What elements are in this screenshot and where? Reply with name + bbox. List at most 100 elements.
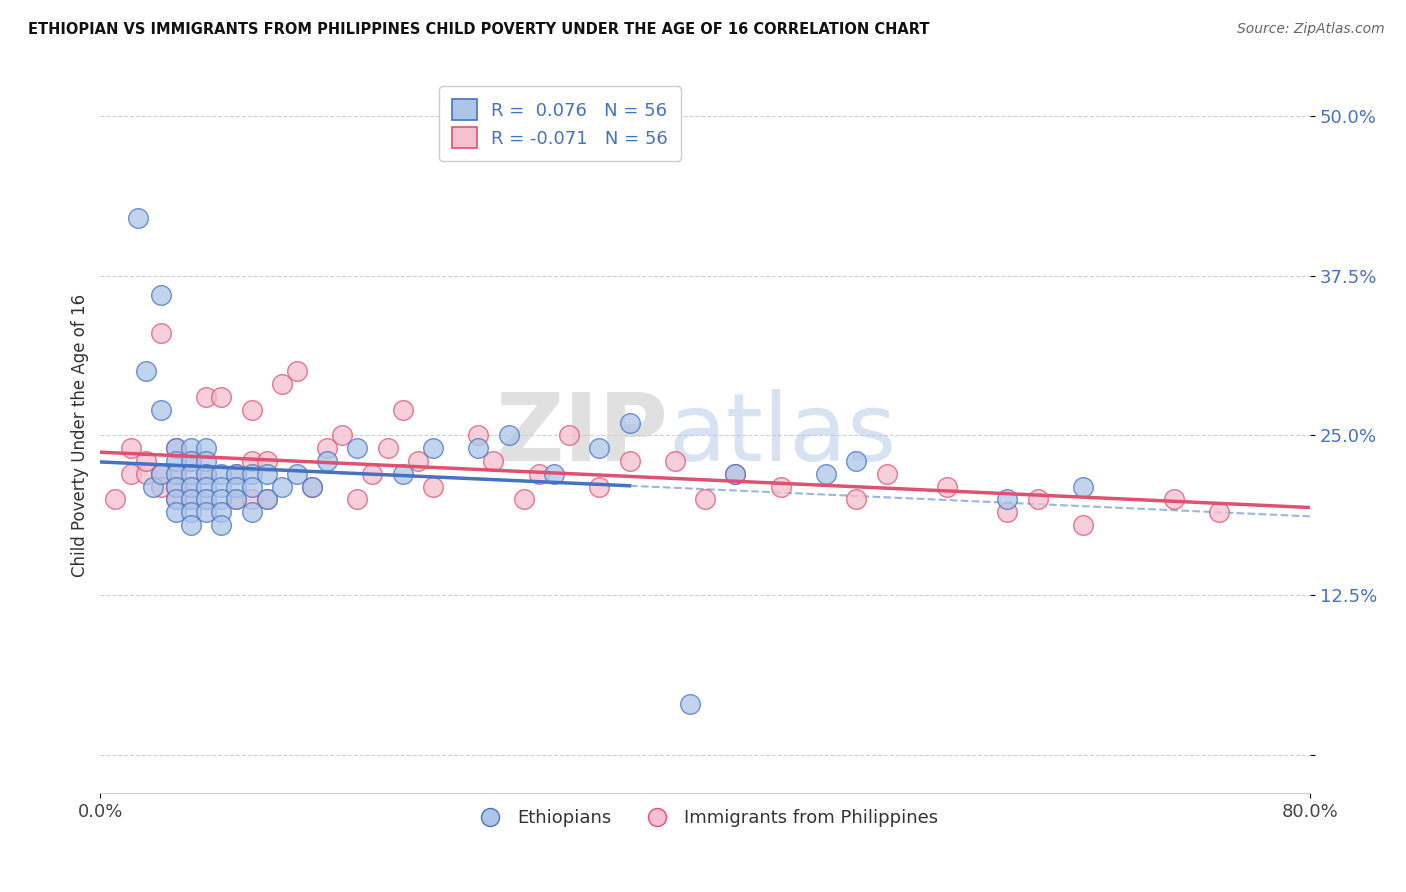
Point	[165, 454, 187, 468]
Point	[120, 441, 142, 455]
Point	[209, 390, 232, 404]
Point	[346, 441, 368, 455]
Point	[127, 211, 149, 225]
Point	[195, 441, 218, 455]
Point	[135, 364, 157, 378]
Point	[588, 479, 610, 493]
Point	[165, 441, 187, 455]
Point	[165, 441, 187, 455]
Point	[195, 492, 218, 507]
Point	[149, 479, 172, 493]
Point	[845, 492, 868, 507]
Point	[619, 454, 641, 468]
Point	[180, 441, 202, 455]
Point	[997, 492, 1019, 507]
Point	[724, 467, 747, 481]
Point	[180, 492, 202, 507]
Point	[527, 467, 550, 481]
Point	[225, 492, 247, 507]
Point	[225, 467, 247, 481]
Point	[195, 505, 218, 519]
Point	[195, 467, 218, 481]
Point	[240, 479, 263, 493]
Point	[180, 517, 202, 532]
Point	[316, 441, 339, 455]
Point	[180, 492, 202, 507]
Point	[693, 492, 716, 507]
Point	[256, 492, 278, 507]
Point	[165, 479, 187, 493]
Point	[256, 454, 278, 468]
Point	[165, 492, 187, 507]
Point	[180, 479, 202, 493]
Point	[724, 467, 747, 481]
Point	[391, 402, 413, 417]
Point	[845, 454, 868, 468]
Point	[240, 402, 263, 417]
Point	[195, 492, 218, 507]
Point	[619, 416, 641, 430]
Point	[876, 467, 898, 481]
Point	[149, 402, 172, 417]
Point	[256, 467, 278, 481]
Point	[270, 377, 292, 392]
Legend: Ethiopians, Immigrants from Philippines: Ethiopians, Immigrants from Philippines	[465, 802, 945, 834]
Point	[270, 479, 292, 493]
Point	[225, 479, 247, 493]
Point	[165, 479, 187, 493]
Point	[482, 454, 505, 468]
Text: ETHIOPIAN VS IMMIGRANTS FROM PHILIPPINES CHILD POVERTY UNDER THE AGE OF 16 CORRE: ETHIOPIAN VS IMMIGRANTS FROM PHILIPPINES…	[28, 22, 929, 37]
Point	[240, 505, 263, 519]
Text: Source: ZipAtlas.com: Source: ZipAtlas.com	[1237, 22, 1385, 37]
Point	[1071, 479, 1094, 493]
Point	[180, 454, 202, 468]
Point	[209, 505, 232, 519]
Y-axis label: Child Poverty Under the Age of 16: Child Poverty Under the Age of 16	[72, 293, 89, 577]
Point	[1071, 517, 1094, 532]
Point	[165, 467, 187, 481]
Point	[588, 441, 610, 455]
Text: ZIP: ZIP	[496, 390, 669, 482]
Point	[301, 479, 323, 493]
Point	[135, 454, 157, 468]
Point	[769, 479, 792, 493]
Point	[558, 428, 581, 442]
Point	[1163, 492, 1185, 507]
Point	[512, 492, 534, 507]
Point	[225, 467, 247, 481]
Point	[285, 467, 308, 481]
Point	[120, 467, 142, 481]
Point	[1026, 492, 1049, 507]
Point	[316, 454, 339, 468]
Point	[165, 505, 187, 519]
Point	[543, 467, 565, 481]
Point	[301, 479, 323, 493]
Point	[209, 492, 232, 507]
Point	[180, 454, 202, 468]
Point	[406, 454, 429, 468]
Point	[195, 454, 218, 468]
Point	[104, 492, 127, 507]
Point	[195, 390, 218, 404]
Point	[180, 467, 202, 481]
Point	[361, 467, 384, 481]
Point	[422, 479, 444, 493]
Point	[149, 467, 172, 481]
Point	[209, 467, 232, 481]
Point	[679, 697, 702, 711]
Point	[467, 441, 489, 455]
Point	[330, 428, 353, 442]
Point	[165, 492, 187, 507]
Point	[195, 467, 218, 481]
Point	[377, 441, 399, 455]
Point	[285, 364, 308, 378]
Point	[165, 467, 187, 481]
Point	[149, 287, 172, 301]
Point	[391, 467, 413, 481]
Point	[997, 505, 1019, 519]
Point	[422, 441, 444, 455]
Point	[498, 428, 520, 442]
Point	[149, 467, 172, 481]
Point	[135, 467, 157, 481]
Point	[1208, 505, 1230, 519]
